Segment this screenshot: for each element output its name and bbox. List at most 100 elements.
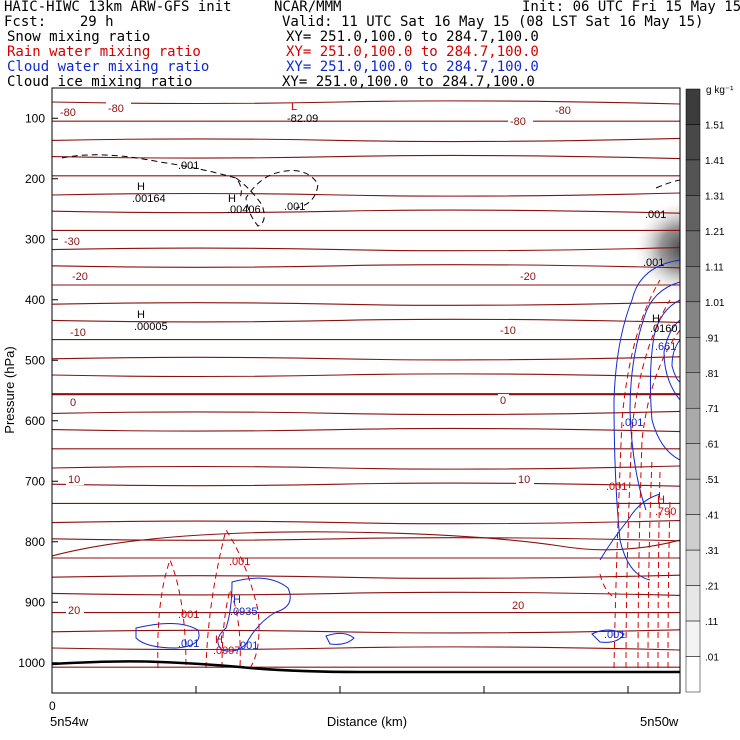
rain-contour-7 <box>647 459 653 669</box>
rain-contour-10 <box>599 573 613 597</box>
isotherm-label-bg <box>498 324 523 336</box>
colorbar-swatch <box>685 159 701 196</box>
ice-contour-2 <box>235 170 319 227</box>
cw-contour-8 <box>663 319 680 401</box>
isotherm-label: -30 <box>64 236 80 248</box>
cw-contour-3 <box>325 632 355 645</box>
field-name-cloud-ice: Cloud ice mixing ratio <box>7 74 193 90</box>
isotherm-line <box>52 537 680 542</box>
field-label: .001 <box>645 209 666 221</box>
cloud-ice-contours <box>61 154 680 227</box>
isotherm-line <box>52 427 680 433</box>
y-tick-label: 600 <box>25 414 45 428</box>
cw-contour-7 <box>649 299 680 461</box>
isotherm-label-bg <box>553 104 578 116</box>
header: HAIC-HIWC 13km ARW-GFS init NCAR/MMM Ini… <box>0 0 740 96</box>
isotherm-label-bg <box>68 396 79 408</box>
colorbar-swatch <box>685 266 701 303</box>
isotherm-line <box>52 100 680 105</box>
field-xy-rain: XY= 251.0,100.0 to 284.7,100.0 <box>286 44 539 60</box>
cw-contour-5 <box>613 259 680 581</box>
colorbar-level: .11 <box>705 617 719 628</box>
y-tick-label: 100 <box>25 111 45 125</box>
colorbar-level: 1.11 <box>705 262 724 273</box>
cw-contour-6 <box>629 281 680 511</box>
field-label: .0097 <box>213 645 241 657</box>
x-start-label: 0 <box>49 699 56 713</box>
colorbar-level: .61 <box>705 440 719 451</box>
colorbar-unit: g kg⁻¹ <box>706 85 734 96</box>
field-label: H <box>652 313 660 325</box>
colorbar-level: 1.31 <box>705 191 725 202</box>
x-left-label: 5n54w <box>50 714 89 729</box>
rain-contour-5 <box>625 299 671 669</box>
isotherm-line <box>52 192 680 197</box>
colorbar-level: .31 <box>705 546 719 557</box>
colorbar-level: .71 <box>705 404 719 415</box>
isotherm-label: -10 <box>500 325 516 337</box>
field-xy-snow: XY= 251.0,100.0 to 284.7,100.0 <box>286 29 539 45</box>
colorbar-swatch <box>685 549 701 586</box>
init-time: Init: 06 UTC Fri 15 May 15 <box>522 0 740 15</box>
isotherm-label: 20 <box>68 605 80 617</box>
isotherm-label-bg <box>498 394 509 406</box>
colorbar-swatch <box>685 514 701 551</box>
ice-contour-1 <box>61 154 242 199</box>
field-label: .001 <box>284 201 305 213</box>
valid-time: Valid: 11 UTC Sat 16 May 15 (08 LST Sat … <box>282 14 704 30</box>
isotherm-label: -80 <box>60 107 76 119</box>
isotherm-label: 0 <box>70 397 76 409</box>
field-label: .790 <box>655 506 676 518</box>
org-label: NCAR/MMM <box>274 0 342 15</box>
ice-contour-3 <box>655 179 680 189</box>
cw-contour-9 <box>671 339 680 383</box>
isotherm-label: 10 <box>518 474 530 486</box>
field-label: H <box>137 309 145 321</box>
cw-contour-4 <box>591 629 625 643</box>
isotherm-line <box>52 646 680 651</box>
colorbar-level: .81 <box>705 369 719 380</box>
field-label: .00005 <box>134 321 168 333</box>
colorbar-level: .51 <box>705 475 719 486</box>
colorbar-swatch <box>685 656 701 693</box>
y-tick-label: 700 <box>25 474 45 488</box>
isotherm-line <box>52 301 680 306</box>
colorbar-level: 1.01 <box>705 298 725 309</box>
field-label: H <box>137 181 145 193</box>
y-tick-label: 800 <box>25 535 45 549</box>
y-axis-label: Pressure (hPa) <box>2 346 17 433</box>
isotherm-line <box>52 264 680 269</box>
isotherm-labels: -80 -80 -80 -80 -30 -20 -20 -10 -10 0 0 10 10 20 20 <box>58 102 578 617</box>
y-tick-label: 400 <box>25 293 45 307</box>
field-label: .661 <box>655 341 676 353</box>
isotherm-line <box>52 137 680 143</box>
field-label: -82.09 <box>287 113 318 125</box>
field-name-rain: Rain water mixing ratio <box>7 44 201 60</box>
isotherm-line <box>52 591 680 596</box>
field-label: .001 <box>229 556 250 568</box>
isotherm-line <box>52 574 680 579</box>
colorbar-swatch <box>685 478 701 515</box>
field-xy-cloud-water: XY= 251.0,100.0 to 284.7,100.0 <box>286 59 539 75</box>
colorbar-level: .21 <box>705 582 719 593</box>
field-label: .001 <box>178 609 199 621</box>
colorbar-level: 1.51 <box>705 120 725 131</box>
rain-water-contours <box>157 279 680 669</box>
colorbar-swatch <box>685 301 701 338</box>
isotherm-label-bg <box>62 235 87 247</box>
field-label: .00164 <box>132 193 166 205</box>
isotherm-label: -20 <box>520 271 536 283</box>
field-label: .001 <box>643 257 664 269</box>
field-label: .0160 <box>650 323 678 335</box>
colorbar-swatch <box>685 372 701 409</box>
isotherm-line <box>52 520 680 525</box>
y-tick-label: 300 <box>25 232 45 246</box>
model-title: HAIC-HIWC 13km ARW-GFS init <box>4 0 232 15</box>
field-name-snow: Snow mixing ratio <box>7 29 151 45</box>
rain-contour-1 <box>157 558 187 669</box>
isotherm-label-bg <box>66 473 84 485</box>
colorbar-level: 1.41 <box>705 156 725 167</box>
field-label: .0935 <box>230 606 258 618</box>
isotherm-label-bg <box>510 599 528 611</box>
